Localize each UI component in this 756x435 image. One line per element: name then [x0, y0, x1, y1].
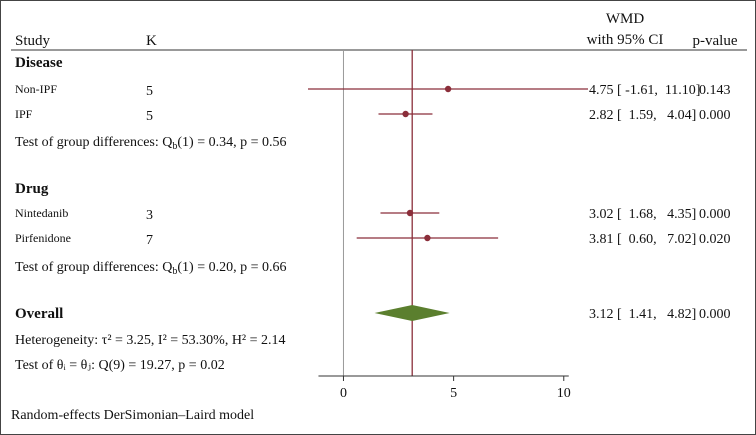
point-estimate [424, 234, 431, 242]
header-effect-line1: WMD [606, 11, 644, 27]
p-value: 0.000 [699, 207, 731, 222]
group-test-suffix: (1) = 0.34, p = 0.56 [177, 135, 286, 150]
study-label: Non-IPF [15, 82, 57, 96]
ci-text: 3.12 [ 1.41, 4.82] [589, 307, 696, 322]
ci-text: 3.02 [ 1.68, 4.35] [589, 207, 696, 222]
point-estimate [406, 209, 414, 217]
header-study: Study [15, 33, 51, 49]
group-test-drug: Test of group differences: Qb(1) = 0.20,… [15, 260, 287, 277]
x-tick-label: 0 [340, 386, 347, 401]
group-label-drug: Drug [15, 181, 49, 197]
group-test-sub: b [172, 141, 177, 152]
footnote: Random-effects DerSimonian–Laird model [11, 408, 254, 423]
point-estimate [444, 85, 452, 93]
group-test-prefix: Test of group differences: Q [15, 260, 172, 275]
x-axis-ticks: 0 5 10 [340, 376, 571, 401]
header-effect-line2: with 95% CI [587, 32, 664, 48]
study-k: 5 [146, 109, 153, 124]
x-tick-label: 10 [557, 386, 571, 401]
group-test-disease: Test of group differences: Qb(1) = 0.34,… [15, 135, 287, 152]
p-value: 0.000 [699, 108, 731, 123]
study-k: 5 [146, 84, 153, 99]
study-k: 7 [146, 233, 153, 248]
study-label: Nintedanib [15, 206, 68, 220]
x-tick-label: 5 [450, 386, 457, 401]
group-test-suffix: (1) = 0.20, p = 0.66 [177, 260, 286, 275]
point-estimate [402, 110, 409, 118]
group-label-disease: Disease [15, 55, 63, 71]
p-value: 0.000 [699, 307, 731, 322]
study-label: IPF [15, 107, 33, 121]
group-test-sub: b [172, 266, 177, 277]
p-value: 0.143 [699, 83, 731, 98]
header-k: K [146, 33, 157, 49]
overall-test-text: Test of θᵢ = θⱼ: Q(9) = 19.27, p = 0.02 [15, 358, 225, 373]
ci-text: 3.81 [ 0.60, 7.02] [589, 232, 696, 247]
ci-text: 4.75 [ -1.61, 11.10] [589, 83, 700, 98]
study-label: Pirfenidone [15, 231, 71, 245]
forest-marks [308, 85, 588, 321]
ci-text: 2.82 [ 1.59, 4.04] [589, 108, 696, 123]
heterogeneity-text: Heterogeneity: τ² = 3.25, I² = 53.30%, H… [15, 333, 286, 348]
overall-label: Overall [15, 306, 63, 322]
overall-diamond [374, 305, 450, 321]
p-value: 0.020 [699, 232, 731, 247]
study-k: 3 [146, 208, 153, 223]
group-test-prefix: Test of group differences: Q [15, 135, 172, 150]
header-pvalue: p-value [693, 33, 738, 49]
